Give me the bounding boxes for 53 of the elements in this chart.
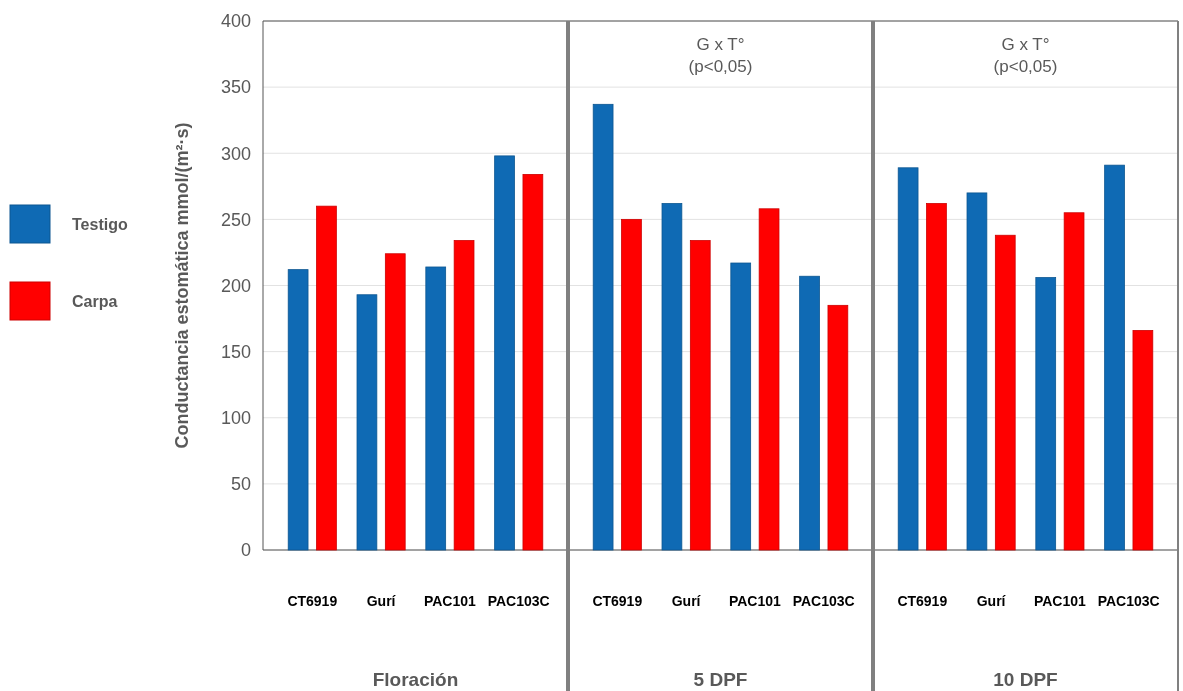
y-tick-label: 350 bbox=[220, 77, 251, 98]
bar bbox=[827, 304, 849, 551]
x-tick-label: CT6919 bbox=[592, 593, 643, 609]
y-tick-label: 50 bbox=[230, 474, 251, 495]
bar bbox=[592, 103, 614, 551]
x-tick-label: CT6919 bbox=[897, 593, 948, 609]
y-tick-label: 300 bbox=[220, 143, 251, 164]
bar bbox=[384, 253, 406, 551]
bar bbox=[758, 208, 780, 551]
x-axis-title: 10 DPF bbox=[993, 669, 1058, 690]
bar bbox=[425, 266, 447, 551]
bar bbox=[1104, 164, 1125, 551]
x-tick-label: PAC101 bbox=[728, 593, 782, 609]
bar bbox=[926, 203, 947, 551]
annotation: G x T° (p<0,05) bbox=[993, 35, 1058, 76]
x-tick-label: PAC101 bbox=[423, 593, 477, 609]
x-axis-title: Floración bbox=[372, 669, 459, 690]
y-tick-label: 100 bbox=[220, 408, 251, 429]
bar bbox=[621, 218, 642, 551]
y-axis-title: Conductancia estomática mmol/(m²·s) bbox=[172, 122, 192, 449]
legend-label: Carpa bbox=[72, 292, 118, 310]
bar bbox=[689, 240, 711, 551]
legend-label: Testigo bbox=[72, 215, 128, 233]
x-tick-label: Gurí bbox=[671, 593, 702, 609]
bar bbox=[661, 203, 683, 551]
bar bbox=[356, 294, 378, 551]
x-tick-label: Gurí bbox=[976, 593, 1007, 609]
x-tick-label: PAC103C bbox=[487, 593, 550, 609]
bar bbox=[994, 234, 1016, 551]
bar bbox=[799, 275, 820, 551]
x-axis-title: 5 DPF bbox=[693, 669, 748, 690]
y-tick-label: 150 bbox=[220, 341, 251, 362]
x-tick-label: PAC101 bbox=[1033, 593, 1087, 609]
bar bbox=[453, 240, 475, 551]
y-tick-label: 200 bbox=[220, 275, 251, 296]
bar bbox=[494, 155, 515, 551]
x-tick-label: CT6919 bbox=[287, 593, 338, 609]
bar bbox=[1063, 212, 1085, 551]
bar bbox=[287, 269, 309, 551]
x-tick-label: PAC103C bbox=[1097, 593, 1160, 609]
x-tick-label: Gurí bbox=[366, 593, 397, 609]
x-tick-label: PAC103C bbox=[792, 593, 855, 609]
bar bbox=[730, 262, 752, 551]
y-tick-label: 400 bbox=[220, 11, 251, 32]
bar bbox=[1035, 277, 1057, 551]
bar bbox=[316, 205, 337, 551]
bar bbox=[1132, 330, 1154, 551]
bar bbox=[966, 192, 988, 551]
annotation: G x T° (p<0,05) bbox=[688, 35, 753, 76]
bar bbox=[897, 167, 919, 551]
y-tick-label: 0 bbox=[240, 540, 251, 561]
bar bbox=[522, 174, 544, 551]
y-tick-label: 250 bbox=[220, 209, 251, 230]
